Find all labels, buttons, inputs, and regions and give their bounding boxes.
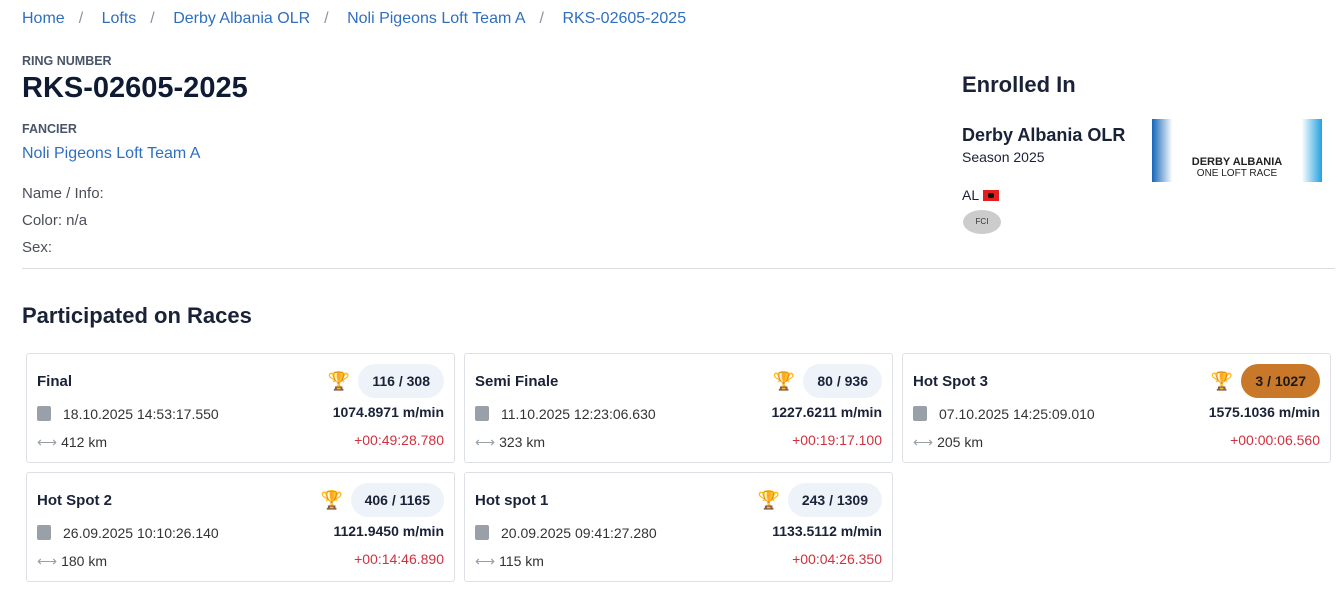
- distance-text: 412 km: [61, 434, 107, 450]
- race-card[interactable]: Hot spot 1 🏆 243 / 1309 20.09.2025 09:41…: [464, 472, 893, 582]
- name-info: Name / Info:: [22, 185, 104, 202]
- calendar-icon: [37, 406, 51, 421]
- race-card[interactable]: Hot Spot 3 🏆 3 / 1027 07.10.2025 14:25:0…: [902, 353, 1331, 463]
- race-date: 26.09.2025 10:10:26.140: [37, 525, 219, 541]
- page-title: RKS-02605-2025: [22, 72, 248, 104]
- race-date: 11.10.2025 12:23:06.630: [475, 406, 656, 422]
- rank-badge: 243 / 1309: [787, 483, 882, 517]
- rank-badge: 80 / 936: [803, 364, 882, 398]
- race-time-diff: +00:04:26.350: [792, 551, 882, 567]
- race-time-diff: +00:14:46.890: [354, 551, 444, 567]
- calendar-icon: [475, 525, 489, 540]
- race-speed: 1074.8971 m/min: [332, 404, 444, 420]
- rank-badge: 116 / 308: [358, 364, 444, 398]
- trophy-icon: 🏆: [772, 371, 795, 391]
- race-name: Semi Finale: [475, 373, 559, 390]
- distance-arrows-icon: ⟷: [475, 553, 496, 569]
- breadcrumb: Home / Lofts / Derby Albania OLR / Noli Pig…: [22, 10, 687, 27]
- breadcrumb-loft[interactable]: Noli Pigeons Loft Team A: [347, 10, 526, 27]
- enrolled-title: Enrolled In: [962, 72, 1076, 97]
- date-text: 26.09.2025 10:10:26.140: [63, 525, 219, 541]
- divider: [22, 268, 1335, 269]
- trophy-icon: 🏆: [757, 490, 780, 510]
- race-distance: ⟷ 180 km: [37, 553, 107, 570]
- fci-logo-icon: FCI: [963, 210, 1001, 234]
- distance-text: 115 km: [499, 553, 544, 569]
- sex-info: Sex:: [22, 239, 53, 256]
- enrolled-race: Derby Albania OLR: [962, 125, 1126, 145]
- country-code: AL: [962, 187, 980, 203]
- race-distance: ⟷ 412 km: [37, 434, 107, 451]
- race-name: Hot spot 1: [475, 492, 549, 509]
- trophy-icon: 🏆: [1210, 371, 1233, 391]
- race-card[interactable]: Hot Spot 2 🏆 406 / 1165 26.09.2025 10:10…: [26, 472, 455, 582]
- race-card[interactable]: Semi Finale 🏆 80 / 936 11.10.2025 12:23:…: [464, 353, 893, 463]
- breadcrumb-lofts[interactable]: Lofts: [101, 10, 137, 27]
- race-distance: ⟷ 115 km: [475, 553, 544, 570]
- distance-text: 205 km: [937, 434, 983, 450]
- calendar-icon: [37, 525, 51, 540]
- race-name: Hot Spot 2: [37, 492, 112, 509]
- race-time-diff: +00:49:28.780: [354, 432, 444, 448]
- distance-text: 180 km: [61, 553, 107, 569]
- trophy-icon: 🏆: [320, 490, 343, 510]
- race-distance: ⟷ 323 km: [475, 434, 545, 451]
- race-time-diff: +00:00:06.560: [1230, 432, 1320, 448]
- race-date: 20.09.2025 09:41:27.280: [475, 525, 657, 541]
- race-speed: 1575.1036 m/min: [1208, 404, 1320, 420]
- race-date: 07.10.2025 14:25:09.010: [913, 406, 1095, 422]
- race-name: Final: [37, 373, 73, 390]
- race-distance: ⟷ 205 km: [913, 434, 983, 451]
- rank-badge: 3 / 1027: [1241, 364, 1320, 398]
- distance-arrows-icon: ⟷: [37, 434, 58, 450]
- date-text: 07.10.2025 14:25:09.010: [939, 406, 1095, 422]
- calendar-icon: [475, 406, 489, 421]
- logo-text: DERBY ALBANIA: [1191, 156, 1283, 168]
- date-text: 18.10.2025 14:53:17.550: [63, 406, 219, 422]
- race-date: 18.10.2025 14:53:17.550: [37, 406, 219, 422]
- breadcrumb-race[interactable]: Derby Albania OLR: [173, 10, 311, 27]
- ring-label: RING NUMBER: [22, 54, 112, 68]
- calendar-icon: [913, 406, 927, 421]
- date-text: 20.09.2025 09:41:27.280: [501, 525, 657, 541]
- race-speed: 1227.6211 m/min: [771, 404, 882, 420]
- race-name: Hot Spot 3: [913, 373, 988, 390]
- race-speed: 1121.9450 m/min: [333, 523, 444, 539]
- date-text: 11.10.2025 12:23:06.630: [501, 406, 656, 422]
- albania-flag-icon: [983, 189, 1000, 201]
- race-logo: DERBY ALBANIA ONE LOFT RACE: [1152, 119, 1322, 182]
- races-title: Participated on Races: [22, 303, 252, 328]
- fancier-link[interactable]: Noli Pigeons Loft Team A: [22, 145, 201, 162]
- rank-badge: 406 / 1165: [350, 483, 444, 517]
- distance-arrows-icon: ⟷: [37, 553, 58, 569]
- enrolled-season: Season 2025: [962, 149, 1045, 165]
- distance-text: 323 km: [499, 434, 545, 450]
- country: AL: [962, 187, 1000, 203]
- fancier-label: FANCIER: [22, 122, 77, 136]
- trophy-icon: 🏆: [327, 371, 350, 391]
- breadcrumb-home[interactable]: Home: [22, 10, 65, 27]
- race-card[interactable]: Final 🏆 116 / 308 18.10.2025 14:53:17.55…: [26, 353, 455, 463]
- race-speed: 1133.5112 m/min: [772, 523, 882, 539]
- breadcrumb-ring[interactable]: RKS-02605-2025: [562, 10, 687, 27]
- distance-arrows-icon: ⟷: [913, 434, 934, 450]
- logo-subtext: ONE LOFT RACE: [1196, 168, 1278, 179]
- distance-arrows-icon: ⟷: [475, 434, 496, 450]
- race-time-diff: +00:19:17.100: [792, 432, 882, 448]
- color-info: Color: n/a: [22, 212, 88, 229]
